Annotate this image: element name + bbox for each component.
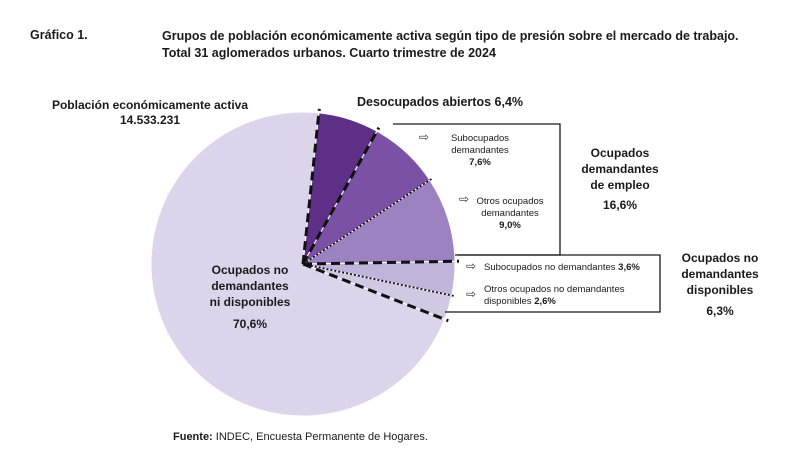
slice-boundary-2	[302, 177, 434, 265]
slice-boundary-5	[302, 262, 449, 323]
desocupados-name: Desocupados abiertos	[356, 95, 492, 109]
otros-nodem-pct: 2,6%	[534, 296, 556, 307]
sub-dem-l2: demandantes	[451, 145, 509, 156]
slice-boundary-3	[302, 259, 460, 266]
group-dem-l1: Ocupados	[590, 146, 650, 160]
pea-label: Población económicamente activa 14.533.2…	[30, 98, 270, 128]
main-l3: ni disponibles	[209, 295, 291, 309]
figure-label: Gráfico 1.	[30, 28, 88, 42]
otros-nodem-l1: Otros ocupados no demandantes	[484, 284, 625, 295]
slice-boundary-0	[301, 108, 321, 265]
sub-nodem-name: Subocupados no demandantes	[484, 262, 616, 273]
arrow-right-icon: ⇨	[466, 287, 477, 301]
chart-title-line2: Total 31 aglomerados urbanos. Cuarto tri…	[162, 46, 496, 60]
group-dem-l3: de empleo	[590, 178, 650, 192]
source-prefix: Fuente:	[173, 431, 213, 443]
label-group-no-demandantes: Ocupados no demandantes disponibles 6,3%	[665, 250, 775, 319]
desocupados-pct: 6,4%	[494, 95, 524, 109]
group-dem-pct: 16,6%	[602, 198, 638, 212]
label-main-slice: Ocupados no demandantes ni disponibles 7…	[185, 262, 315, 332]
otros-dem-pct: 9,0%	[499, 220, 521, 231]
group-nodem-l2: demandantes	[681, 267, 759, 281]
source-note: Fuente: INDEC, Encuesta Permanente de Ho…	[173, 431, 428, 443]
slice-boundary-4	[302, 263, 456, 298]
label-sub-dem: Subocupados demandantes 7,6%	[430, 133, 530, 169]
group-dem-l2: demandantes	[581, 162, 659, 176]
slice-boundaries	[301, 108, 460, 323]
main-l1: Ocupados no	[211, 263, 289, 277]
chart-title: Grupos de población económicamente activ…	[162, 28, 739, 62]
slice-boundary-1	[301, 126, 381, 265]
group-nodem-pct: 6,3%	[706, 304, 734, 318]
label-otros-nodem: Otros ocupados no demandantes disponible…	[484, 284, 624, 308]
otros-dem-l1: Otros ocupados	[476, 196, 544, 207]
label-otros-dem: Otros ocupados demandantes 9,0%	[460, 196, 560, 232]
label-group-demandantes: Ocupados demandantes de empleo 16,6%	[560, 145, 680, 213]
arrow-right-icon: ⇨	[419, 130, 430, 144]
sub-nodem-pct: 3,6%	[618, 262, 640, 273]
arrow-right-icon: ⇨	[466, 259, 477, 273]
pie-slices	[150, 111, 456, 417]
sub-dem-pct: 7,6%	[469, 157, 491, 168]
pie-slice-5	[150, 111, 446, 417]
otros-nodem-l2: disponibles	[484, 296, 532, 307]
chart-title-line1: Grupos de población económicamente activ…	[162, 29, 739, 43]
pea-title: Población económicamente activa	[51, 98, 249, 112]
sub-dem-l1: Subocupados	[450, 133, 510, 144]
source-text: INDEC, Encuesta Permanente de Hogares.	[215, 431, 428, 443]
group-nodem-l3: disponibles	[686, 283, 754, 297]
label-sub-nodem: Subocupados no demandantes 3,6%	[484, 262, 640, 274]
otros-dem-l2: demandantes	[481, 208, 539, 219]
group-nodem-l1: Ocupados no	[681, 251, 759, 265]
label-desocupados: Desocupados abiertos 6,4%	[340, 95, 540, 110]
bracket-no-demandantes	[445, 254, 661, 313]
main-l2: demandantes	[211, 279, 289, 293]
arrow-right-icon: ⇨	[459, 192, 470, 206]
pie-slice-2	[301, 179, 456, 265]
main-pct: 70,6%	[232, 317, 268, 331]
pea-value: 14.533.231	[119, 113, 181, 127]
